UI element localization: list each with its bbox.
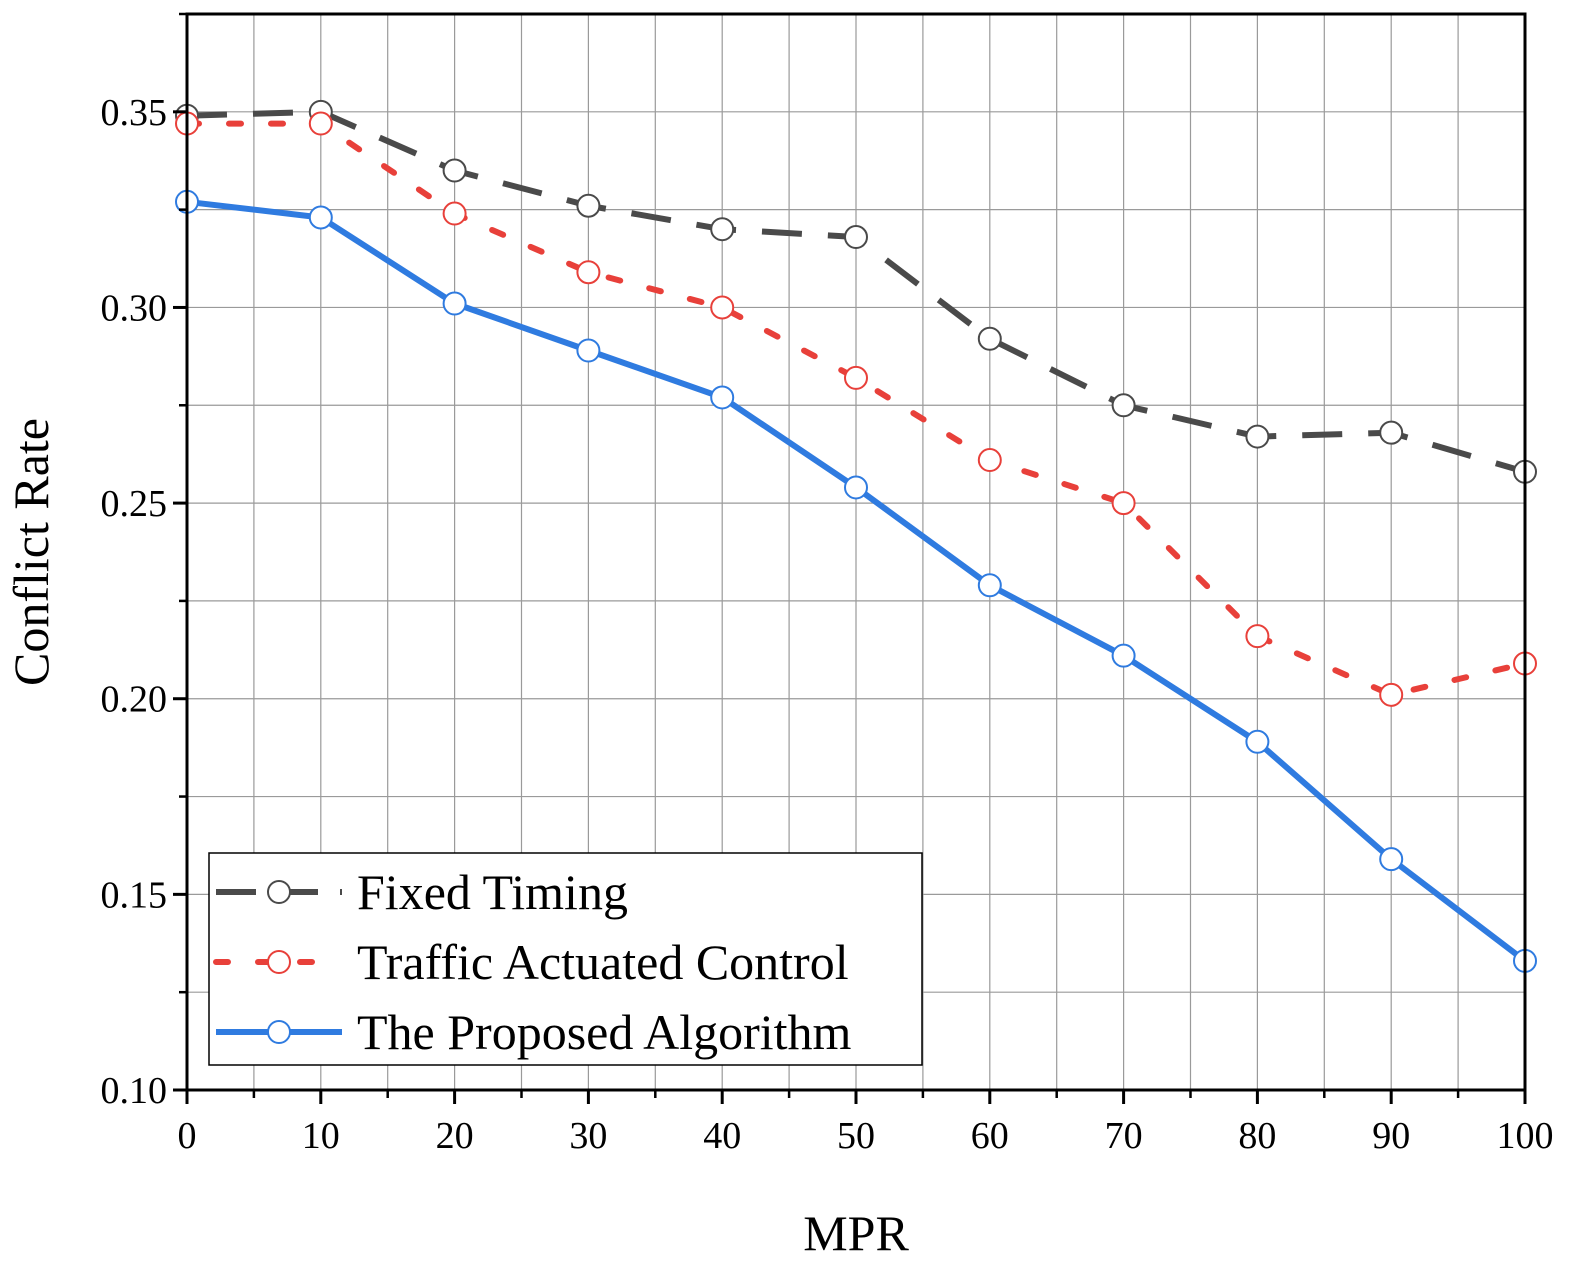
data-point	[710, 385, 735, 410]
data-point	[576, 193, 601, 218]
legend-swatch-marker	[267, 950, 291, 974]
data-point	[1245, 424, 1270, 449]
grid	[187, 14, 1525, 1090]
x-tick-label: 30	[569, 1115, 607, 1157]
data-point	[442, 201, 467, 226]
series-3	[175, 189, 1537, 973]
data-point	[844, 225, 868, 250]
legend: Fixed Timing Traffic Actuated Control The …	[208, 852, 923, 1066]
data-point	[710, 295, 735, 320]
data-point	[1111, 393, 1136, 418]
y-tick-label: 0.30	[101, 287, 168, 329]
data-point	[977, 326, 1002, 351]
data-point	[308, 111, 333, 136]
x-tick-label: 100	[1497, 1115, 1554, 1157]
x-tick-label: 80	[1238, 1115, 1276, 1157]
legend-swatch-marker	[267, 1020, 291, 1044]
data-point	[977, 573, 1002, 598]
data-point	[576, 260, 601, 285]
data-point	[1245, 729, 1270, 754]
legend-label: Traffic Actuated Control	[357, 934, 849, 990]
x-tick-label: 70	[1105, 1115, 1143, 1157]
data-point	[1111, 491, 1136, 516]
data-point	[1379, 420, 1404, 445]
series-1	[175, 99, 1537, 484]
x-tick-label: 90	[1372, 1115, 1410, 1157]
data-point	[844, 475, 868, 500]
x-tick-label: 50	[837, 1115, 875, 1157]
x-tick-label: 0	[178, 1115, 197, 1157]
y-axis-title: Conflict Rate	[3, 418, 59, 686]
data-point	[710, 217, 735, 242]
series-2	[175, 111, 1537, 707]
data-point	[442, 158, 467, 183]
data-point	[1245, 624, 1270, 649]
legend-label: Fixed Timing	[357, 864, 628, 920]
legend-swatch-marker	[267, 880, 291, 904]
y-tick-label: 0.25	[101, 483, 168, 525]
y-tick-label: 0.15	[101, 874, 168, 916]
data-point	[1379, 682, 1404, 707]
data-point	[576, 338, 601, 363]
data-point	[844, 365, 868, 390]
legend-label: The Proposed Algorithm	[357, 1004, 852, 1060]
data-point	[1379, 847, 1404, 872]
y-tick-label: 0.10	[101, 1070, 168, 1112]
data-point	[1111, 643, 1136, 668]
x-tick-label: 20	[436, 1115, 474, 1157]
x-axis-title: MPR	[803, 1205, 909, 1261]
data-point	[977, 448, 1002, 473]
data-point	[442, 291, 467, 316]
x-tick-label: 60	[971, 1115, 1009, 1157]
y-tick-label: 0.35	[101, 92, 168, 134]
y-tick-label: 0.20	[101, 679, 168, 721]
series-lines	[175, 99, 1537, 973]
data-point	[308, 205, 333, 230]
axis-ticks: 0 10 20 30 40 50 60 70 80 90 100 0.10 0.15 0.20 0.25 0.…	[101, 12, 1554, 1157]
x-tick-label: 40	[703, 1115, 741, 1157]
series-line	[184, 120, 1528, 698]
x-tick-label: 10	[302, 1115, 340, 1157]
